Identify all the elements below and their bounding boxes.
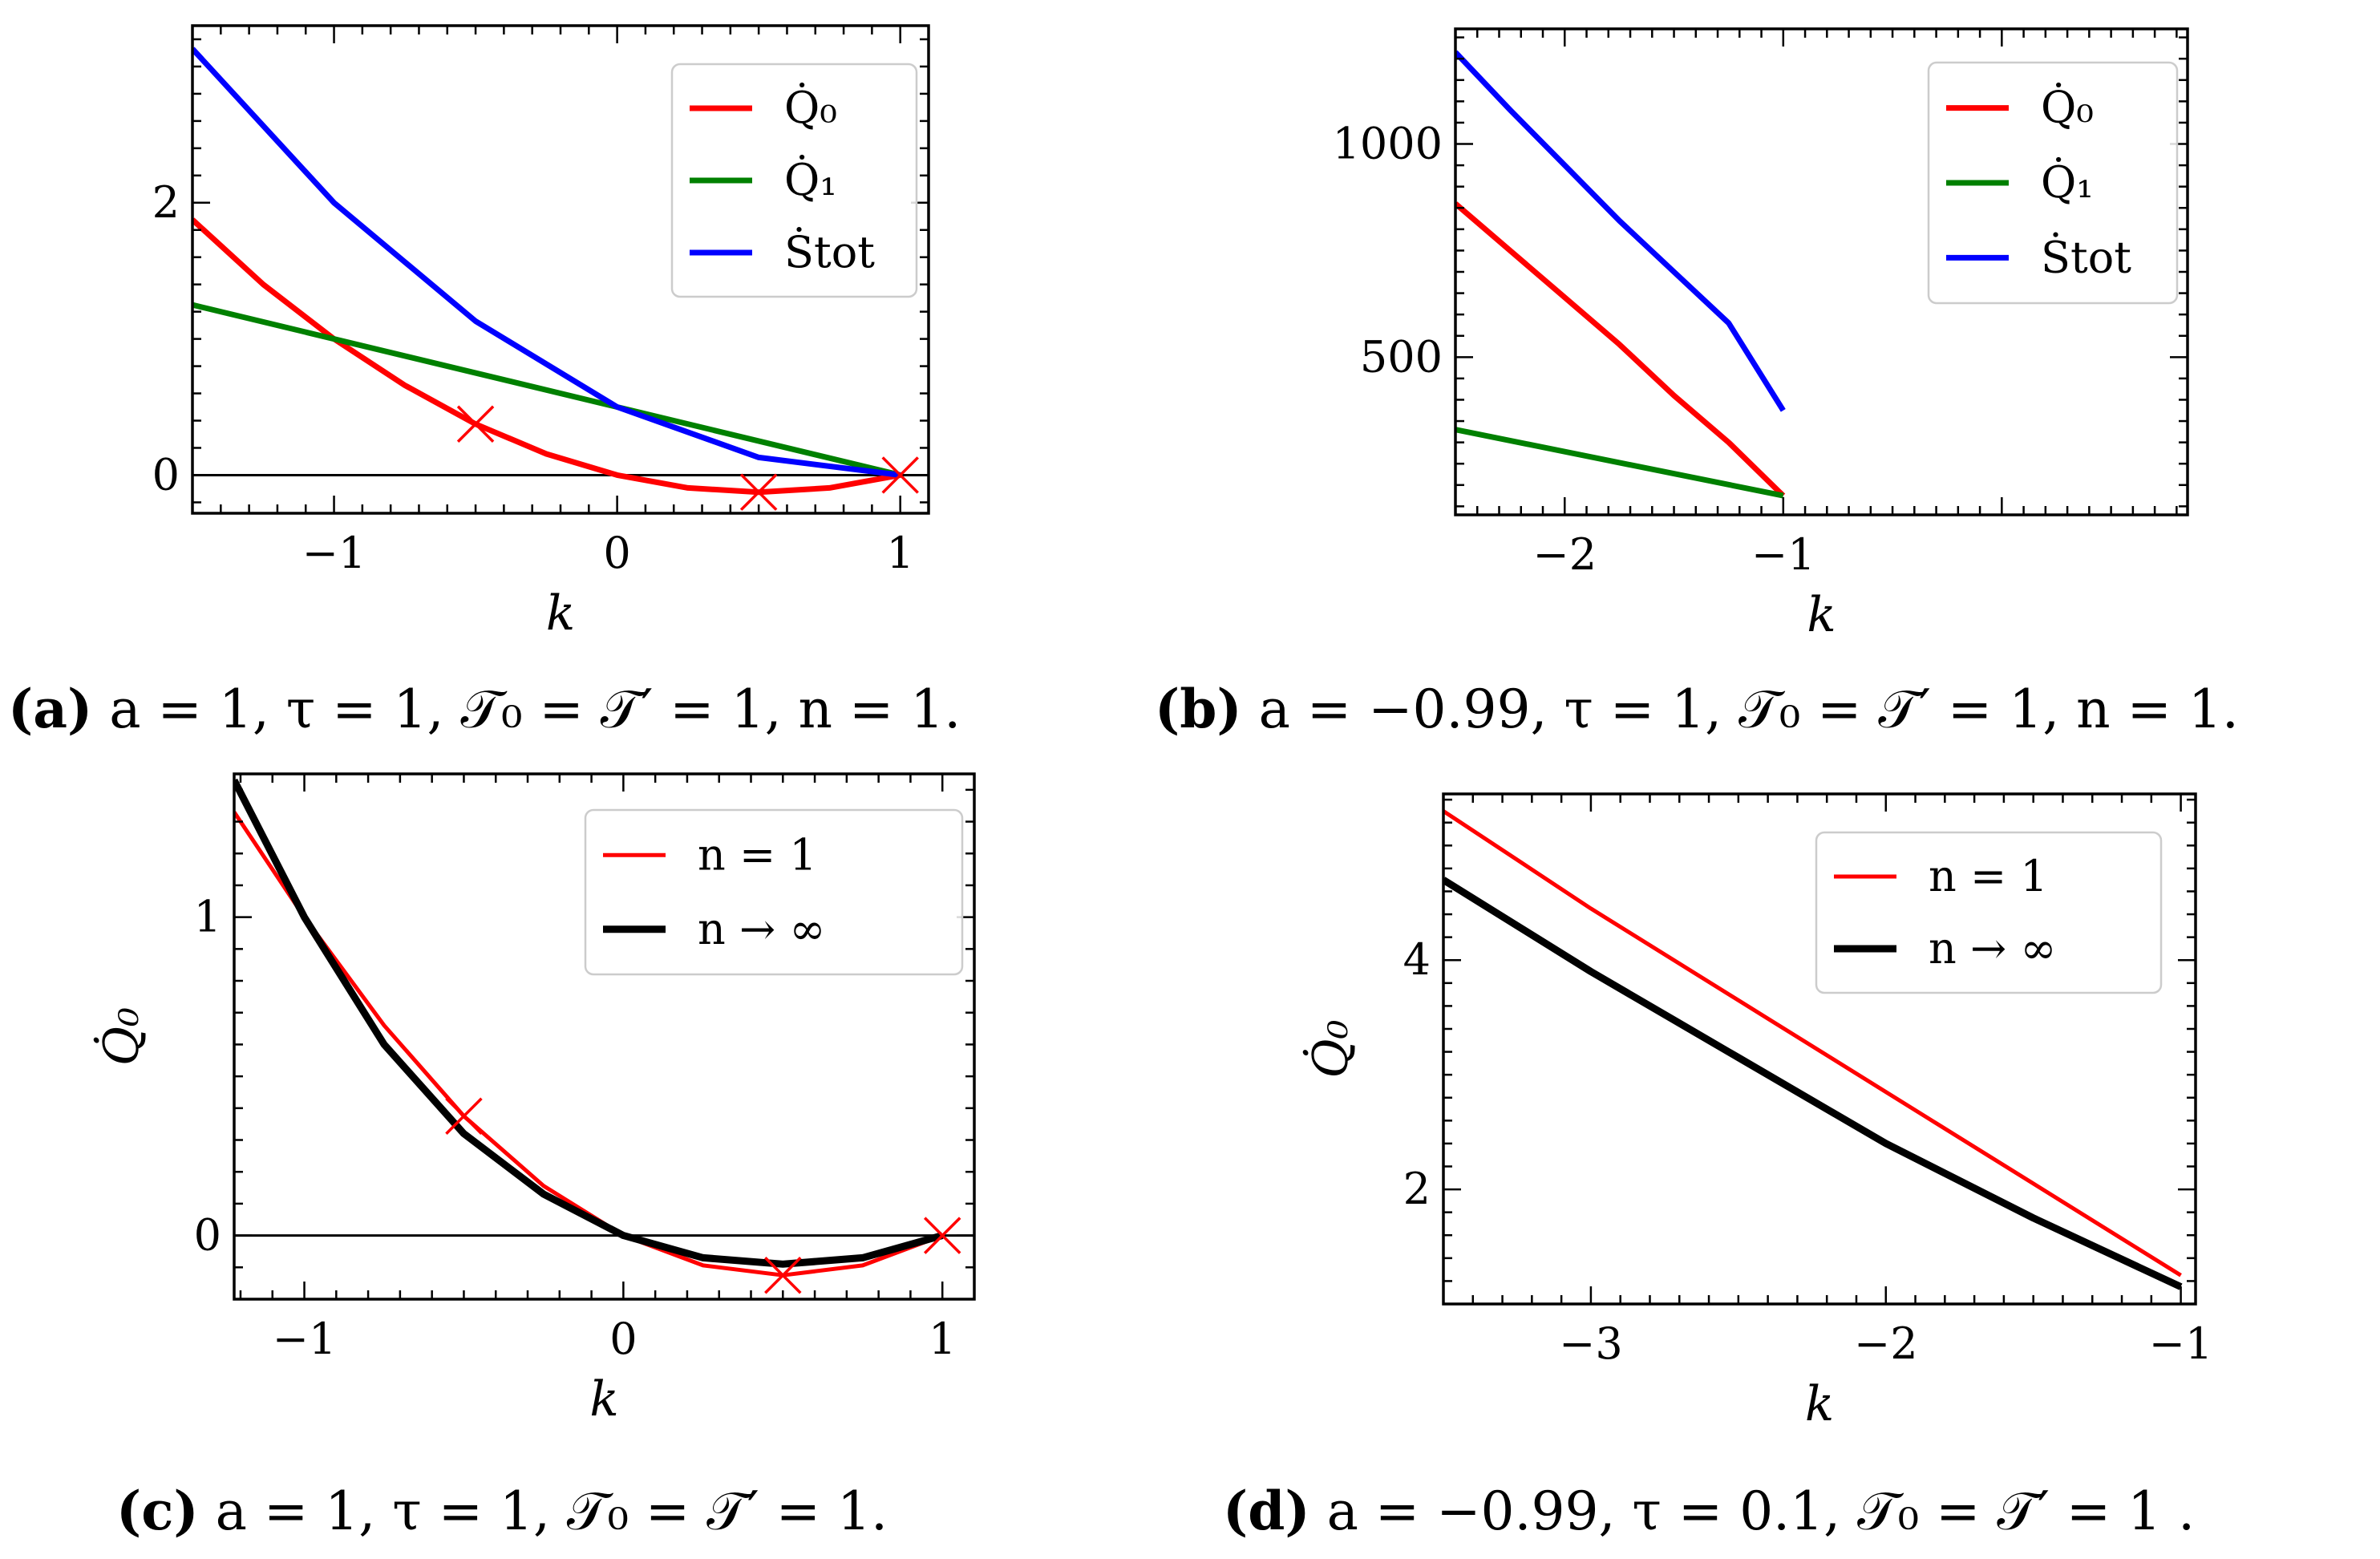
panel-d: −3 −2 −1 2 4 k Q̇₀ n = 1 n → ∞ [1302,792,2213,1432]
plot-frame [1442,792,2197,1306]
ticks [1454,29,2188,515]
panel-a: −1 0 1 0 2 k Q̇₀ Q̇₁ Ṡtot [152,24,930,642]
legend-label: Ṡtot [2041,231,2131,282]
legend-label: n → ∞ [698,904,825,954]
caption-c-label: (c) [116,1480,199,1542]
legend-label: Q̇₁ [2041,156,2094,208]
x-tick-label: −1 [273,1314,337,1364]
series-line-b-1 [1455,427,1784,499]
series-line-c-1 [234,778,944,1268]
cross-marker [456,405,495,443]
x-axis-label: k [1807,587,1836,643]
x-axis-label: k [546,585,575,642]
x-axis-label: k [589,1371,618,1427]
series-line-a-0 [192,217,901,496]
legend-label: Q̇₀ [784,82,837,133]
x-tick-label: −1 [1751,529,1815,580]
legend-label: n = 1 [1929,851,2048,901]
series-line-b-2 [1455,50,1786,412]
cross-marker [881,456,919,494]
legend-label: Q̇₀ [2041,82,2094,133]
cross-marker [764,1256,802,1294]
x-tick-label: 0 [603,528,630,578]
x-tick-label: −1 [302,528,366,578]
caption-a-label: (a) [8,678,93,740]
y-tick-label: 500 [1360,331,1443,382]
x-tick-label: −2 [1532,529,1597,580]
caption-d: (d) a = −0.99, τ = 0.1, 𝒯₀ = 𝒯′ = 1 . [1223,1480,2195,1544]
y-tick-label: 2 [152,177,180,228]
cross-marker [923,1217,961,1254]
y-tick-label: 1 [194,892,221,942]
legend-label: n → ∞ [1929,923,2056,974]
legend: n = 1 n → ∞ [1815,831,2163,994]
y-axis-label: Q̇₀ [1302,1019,1359,1078]
x-tick-label: 1 [887,528,914,578]
x-tick-label: −1 [2149,1318,2213,1369]
y-tick-label: 4 [1403,934,1431,985]
x-tick-label: 0 [609,1314,637,1364]
caption-b-text: a = −0.99, τ = 1, 𝒯₀ = 𝒯′ = 1, n = 1. [1258,678,2239,740]
ticks [191,26,930,513]
legend: Q̇₀ Q̇₁ Ṡtot [1927,61,2179,305]
y-tick-label: 2 [1403,1164,1431,1214]
plot-frame [233,772,976,1301]
y-axis-label: Q̇₀ [93,1007,150,1066]
caption-c-text: a = 1, τ = 1, 𝒯₀ = 𝒯′ = 1. [215,1480,888,1542]
legend-label: Ṡtot [784,226,875,277]
x-axis-label: k [1805,1376,1834,1432]
cross-marker [739,473,778,511]
panel-c: −1 0 1 0 1 k Q̇₀ n = 1 n → ∞ [93,772,976,1427]
legend-label: Q̇₁ [784,154,837,205]
legend: Q̇₀ Q̇₁ Ṡtot [670,63,918,298]
legend-label: n = 1 [698,829,817,880]
caption-b-label: (b) [1155,678,1242,740]
caption-d-label: (d) [1223,1480,1310,1542]
legend: n = 1 n → ∞ [584,808,964,976]
x-tick-label: 1 [929,1314,956,1364]
series-line-a-1 [192,302,901,478]
series-line-c-0 [234,811,944,1278]
ticks [1442,794,2196,1306]
series-line-d-1 [1443,877,2183,1290]
panel-b: −2 −1 500 1000 k Q̇₀ Q̇₁ Ṡtot [1333,27,2189,643]
x-tick-label: −2 [1854,1318,1918,1369]
ticks [234,774,976,1301]
y-tick-label: 0 [152,449,180,500]
cross-marker [445,1097,483,1135]
x-tick-label: −3 [1559,1318,1623,1369]
caption-d-text: a = −0.99, τ = 0.1, 𝒯₀ = 𝒯′ = 1 . [1326,1480,2196,1542]
y-tick-label: 1000 [1333,119,1443,169]
series-line-b-0 [1455,201,1786,498]
caption-a: (a) a = 1, τ = 1, 𝒯₀ = 𝒯′ = 1, n = 1. [8,678,961,742]
series-line-d-0 [1443,809,2182,1278]
series-line-a-2 [192,47,901,478]
y-tick-label: 0 [194,1210,221,1261]
caption-a-text: a = 1, τ = 1, 𝒯₀ = 𝒯′ = 1, n = 1. [109,678,961,740]
caption-c: (c) a = 1, τ = 1, 𝒯₀ = 𝒯′ = 1. [116,1480,888,1544]
caption-b: (b) a = −0.99, τ = 1, 𝒯₀ = 𝒯′ = 1, n = 1… [1155,678,2239,742]
